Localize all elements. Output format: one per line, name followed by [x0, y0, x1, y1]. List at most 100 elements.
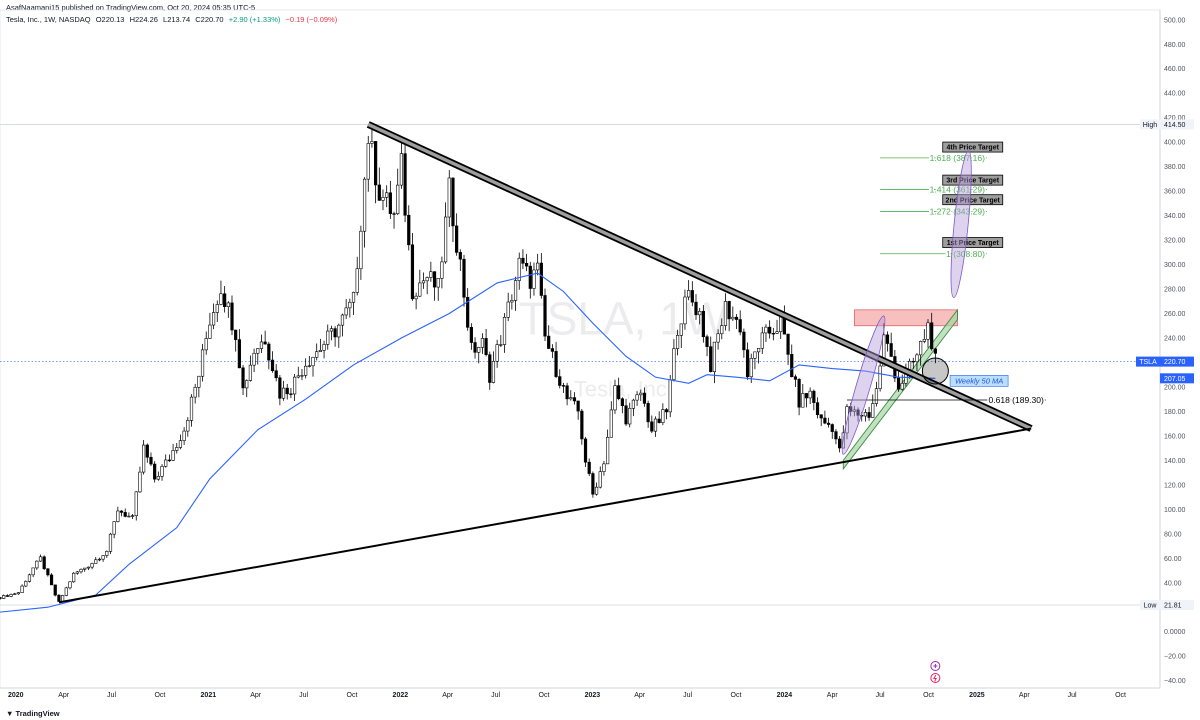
tradingview-logo[interactable]: ▼ TradingView — [6, 709, 60, 718]
candle-body — [215, 304, 219, 313]
candle — [819, 414, 823, 427]
candle — [145, 443, 149, 463]
candle-body — [499, 344, 503, 346]
candle — [304, 358, 308, 379]
candle-body — [738, 319, 742, 333]
candle-body — [134, 491, 138, 516]
candle-body — [466, 296, 470, 328]
candle-body — [245, 380, 249, 389]
plus-glyph — [933, 664, 938, 668]
footer-brand: TradingView — [15, 709, 60, 718]
candle-body — [90, 563, 94, 568]
candle-body — [882, 334, 886, 367]
candle — [178, 434, 183, 450]
candle — [160, 464, 164, 481]
candle — [94, 556, 98, 564]
y-tick-label: 260.00 — [1164, 311, 1186, 318]
candle-body — [495, 344, 499, 362]
candle — [13, 592, 17, 595]
candle — [536, 253, 540, 276]
candle — [716, 329, 720, 350]
candle — [554, 342, 558, 379]
candle — [834, 429, 838, 445]
candle-body — [24, 581, 28, 587]
candle — [307, 355, 311, 368]
candle-body — [572, 397, 577, 402]
candle-body — [709, 346, 713, 373]
candle — [826, 417, 831, 428]
candle-body — [694, 301, 698, 316]
symbol-description[interactable]: Tesla, Inc., 1W, NASDAQ — [6, 15, 91, 24]
candle-body — [396, 184, 400, 215]
candle — [896, 370, 901, 392]
candle-body — [208, 324, 212, 339]
candle-body — [105, 551, 109, 556]
candle-body — [878, 365, 882, 389]
candle — [915, 353, 919, 372]
x-tick-label: Apr — [1019, 692, 1031, 699]
y-tick-label: 300.00 — [1164, 262, 1186, 269]
candle-body — [565, 385, 569, 400]
candle — [149, 452, 153, 466]
candle-body — [720, 325, 724, 335]
candle-body — [856, 409, 860, 416]
axis-badge-tag — [1136, 356, 1160, 367]
candle-body — [270, 359, 275, 372]
candle-body — [359, 230, 363, 270]
candle-body — [919, 341, 923, 356]
candle-body — [815, 402, 820, 416]
candle-body — [318, 350, 322, 353]
candle — [653, 416, 658, 437]
candle-body — [108, 533, 113, 552]
candle — [293, 373, 297, 401]
candle-body — [119, 510, 124, 513]
candle-body — [340, 314, 345, 326]
candle-body — [675, 335, 680, 349]
candle — [635, 391, 639, 406]
candle — [757, 347, 761, 364]
descending-resistance — [366, 121, 1033, 432]
candle — [583, 436, 588, 467]
candle — [510, 294, 514, 310]
candle — [193, 383, 197, 404]
projection-ellipse-upper — [950, 150, 972, 299]
candle-body — [414, 295, 418, 300]
candle-body — [281, 387, 286, 399]
candle — [631, 398, 635, 417]
candle — [414, 292, 418, 310]
candle — [164, 454, 168, 468]
y-tick-label: 80.00 — [1164, 531, 1182, 538]
x-tick-label: Jul — [1068, 692, 1077, 699]
candle — [340, 313, 345, 337]
candle — [797, 378, 801, 416]
candle-body — [211, 312, 216, 326]
candle-body — [915, 354, 919, 363]
candle-body — [267, 343, 271, 361]
candle-body — [661, 409, 665, 423]
candle-body — [734, 316, 739, 320]
y-tick-label: 360.00 — [1164, 189, 1186, 196]
candle — [440, 256, 444, 289]
candle — [123, 508, 127, 518]
candle — [863, 409, 867, 422]
candle-body — [874, 388, 879, 404]
candle-body — [307, 365, 311, 367]
plot-border — [0, 9, 1161, 689]
candle-body — [200, 349, 205, 377]
candle-body — [403, 153, 407, 216]
candle — [569, 390, 573, 401]
lightning-circle-ring — [930, 673, 941, 683]
candle-body — [484, 338, 488, 355]
candle-body — [13, 593, 17, 595]
candle — [793, 374, 798, 388]
x-tick-label: Oct — [539, 692, 550, 699]
candle-body — [278, 377, 282, 399]
price-target-label: 4th Price Target — [942, 141, 1004, 153]
candle-body — [289, 393, 293, 395]
candle — [594, 482, 599, 496]
candle — [64, 586, 68, 597]
candle — [263, 330, 267, 345]
candle-body — [642, 392, 647, 404]
tradingview-logo-icon: ▼ — [6, 709, 14, 718]
